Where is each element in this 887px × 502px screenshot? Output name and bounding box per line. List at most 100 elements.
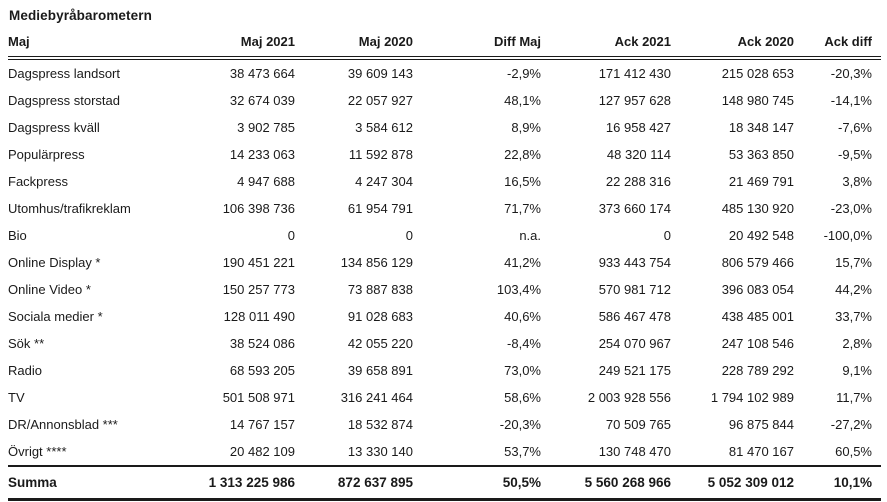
- row-label: Sociala medier *: [8, 309, 103, 324]
- row-label: DR/Annonsblad ***: [8, 417, 118, 432]
- column-header-ack-2021: Ack 2021: [541, 30, 671, 60]
- cell-maj-2020: 4 247 304: [355, 174, 413, 189]
- cell-ack-diff: 2,8%: [842, 336, 872, 351]
- cell-ack-2021: 16 958 427: [605, 120, 671, 135]
- table-row: Bio 0 0 n.a. 0 20 492 548 -100,0%: [8, 222, 881, 249]
- column-header-maj-2021: Maj 2021: [188, 30, 295, 60]
- cell-ack-diff: 44,2%: [835, 282, 872, 297]
- cell-diff-maj: -20,3%: [499, 417, 541, 432]
- row-label: TV: [8, 390, 25, 405]
- table-row: Radio 68 593 205 39 658 891 73,0% 249 521 17…: [8, 357, 881, 384]
- table-row: Utomhus/trafikreklam 106 398 736 61 954 79…: [8, 195, 881, 222]
- cell-maj-2020: 22 057 927: [347, 93, 413, 108]
- cell-ack-2021: 586 467 478: [598, 309, 671, 324]
- cell-ack-2021: 570 981 712: [598, 282, 671, 297]
- cell-ack-2020: 247 108 546: [721, 336, 794, 351]
- page-title: Mediebyråbarometern: [9, 8, 152, 23]
- summary-cell-diff-maj: 50,5%: [413, 465, 541, 501]
- summary-label: Summa: [8, 465, 188, 501]
- cell-diff-maj: n.a.: [519, 228, 541, 243]
- cell-diff-maj: 73,0%: [504, 363, 541, 378]
- cell-diff-maj: 16,5%: [504, 174, 541, 189]
- cell-ack-diff: -20,3%: [830, 66, 872, 81]
- cell-ack-2021: 171 412 430: [598, 66, 671, 81]
- cell-ack-diff: 15,7%: [835, 255, 872, 270]
- row-label: Radio: [8, 363, 42, 378]
- cell-ack-2021: 22 288 316: [605, 174, 671, 189]
- cell-maj-2020: 13 330 140: [347, 444, 413, 459]
- cell-ack-2021: 127 957 628: [598, 93, 671, 108]
- row-label: Populärpress: [8, 147, 85, 162]
- table-row: Övrigt **** 20 482 109 13 330 140 53,7% 130 …: [8, 438, 881, 466]
- table-body: Dagspress landsort 38 473 664 39 609 143 -2…: [8, 58, 881, 466]
- cell-ack-2021: 2 003 928 556: [587, 390, 671, 405]
- row-label: Dagspress storstad: [8, 93, 120, 108]
- cell-maj-2021: 128 011 490: [223, 309, 295, 324]
- table-row: Online Display * 190 451 221 134 856 129 41…: [8, 249, 881, 276]
- cell-maj-2021: 32 674 039: [229, 93, 295, 108]
- cell-maj-2021: 20 482 109: [229, 444, 295, 459]
- cell-ack-2020: 215 028 653: [721, 66, 794, 81]
- cell-diff-maj: 71,7%: [504, 201, 541, 216]
- cell-maj-2021: 190 451 221: [222, 255, 295, 270]
- cell-diff-maj: 103,4%: [496, 282, 541, 297]
- cell-ack-2021: 933 443 754: [598, 255, 671, 270]
- row-label: Dagspress landsort: [8, 66, 120, 81]
- row-label: Bio: [8, 228, 27, 243]
- cell-maj-2020: 39 609 143: [347, 66, 413, 81]
- cell-maj-2021: 3 902 785: [237, 120, 295, 135]
- cell-ack-diff: 33,7%: [835, 309, 872, 324]
- summary-row: Summa 1 313 225 986 872 637 895 50,5% 5 …: [8, 465, 881, 501]
- cell-ack-diff: 11,7%: [836, 390, 872, 405]
- summary-cell-ack-diff: 10,1%: [794, 465, 881, 501]
- cell-ack-diff: -23,0%: [830, 201, 872, 216]
- cell-ack-2020: 53 363 850: [728, 147, 794, 162]
- cell-maj-2020: 134 856 129: [340, 255, 413, 270]
- cell-diff-maj: 8,9%: [511, 120, 541, 135]
- row-label: Fackpress: [8, 174, 68, 189]
- cell-maj-2021: 14 233 063: [229, 147, 295, 162]
- table-row: Sök ** 38 524 086 42 055 220 -8,4% 254 070 9…: [8, 330, 881, 357]
- cell-diff-maj: -2,9%: [507, 66, 541, 81]
- cell-ack-2020: 438 485 001: [721, 309, 794, 324]
- cell-maj-2020: 39 658 891: [347, 363, 413, 378]
- cell-diff-maj: 40,6%: [504, 309, 541, 324]
- header-row: Maj Maj 2021 Maj 2020 Diff Maj Ack 2021 …: [8, 30, 881, 60]
- cell-maj-2021: 150 257 773: [222, 282, 295, 297]
- column-header-diff-maj: Diff Maj: [413, 30, 541, 60]
- column-header-ack-2020: Ack 2020: [671, 30, 794, 60]
- cell-ack-diff: -100,0%: [823, 228, 872, 243]
- cell-ack-2020: 21 469 791: [728, 174, 794, 189]
- cell-diff-maj: -8,4%: [507, 336, 541, 351]
- cell-maj-2020: 11 592 878: [348, 147, 413, 162]
- cell-maj-2021: 38 473 664: [229, 66, 295, 81]
- cell-maj-2020: 61 954 791: [347, 201, 413, 216]
- cell-ack-2020: 20 492 548: [728, 228, 794, 243]
- table-row: Sociala medier * 128 011 490 91 028 683 40,…: [8, 303, 881, 330]
- cell-ack-diff: -7,6%: [838, 120, 872, 135]
- cell-ack-2020: 1 794 102 989: [710, 390, 794, 405]
- table-row: Dagspress landsort 38 473 664 39 609 143 -2…: [8, 58, 881, 87]
- cell-ack-2020: 485 130 920: [721, 201, 794, 216]
- cell-ack-2021: 130 748 470: [598, 444, 671, 459]
- cell-diff-maj: 41,2%: [504, 255, 541, 270]
- cell-ack-diff: 3,8%: [842, 174, 872, 189]
- table-row: DR/Annonsblad *** 14 767 157 18 532 874 -20…: [8, 411, 881, 438]
- cell-ack-2020: 96 875 844: [728, 417, 794, 432]
- cell-ack-2020: 228 789 292: [721, 363, 794, 378]
- cell-ack-2021: 0: [663, 228, 671, 243]
- cell-maj-2021: 38 524 086: [229, 336, 295, 351]
- summary-cell-maj-2021: 1 313 225 986: [188, 465, 295, 501]
- cell-maj-2021: 0: [287, 228, 295, 243]
- cell-maj-2021: 14 767 157: [229, 417, 295, 432]
- cell-ack-2021: 373 660 174: [598, 201, 671, 216]
- cell-diff-maj: 53,7%: [504, 444, 541, 459]
- cell-maj-2021: 68 593 205: [229, 363, 295, 378]
- cell-diff-maj: 58,6%: [504, 390, 541, 405]
- cell-maj-2021: 106 398 736: [222, 201, 295, 216]
- cell-ack-diff: 60,5%: [835, 444, 872, 459]
- cell-maj-2020: 316 241 464: [340, 390, 413, 405]
- row-label: Online Display *: [8, 255, 101, 270]
- cell-ack-diff: -27,2%: [830, 417, 872, 432]
